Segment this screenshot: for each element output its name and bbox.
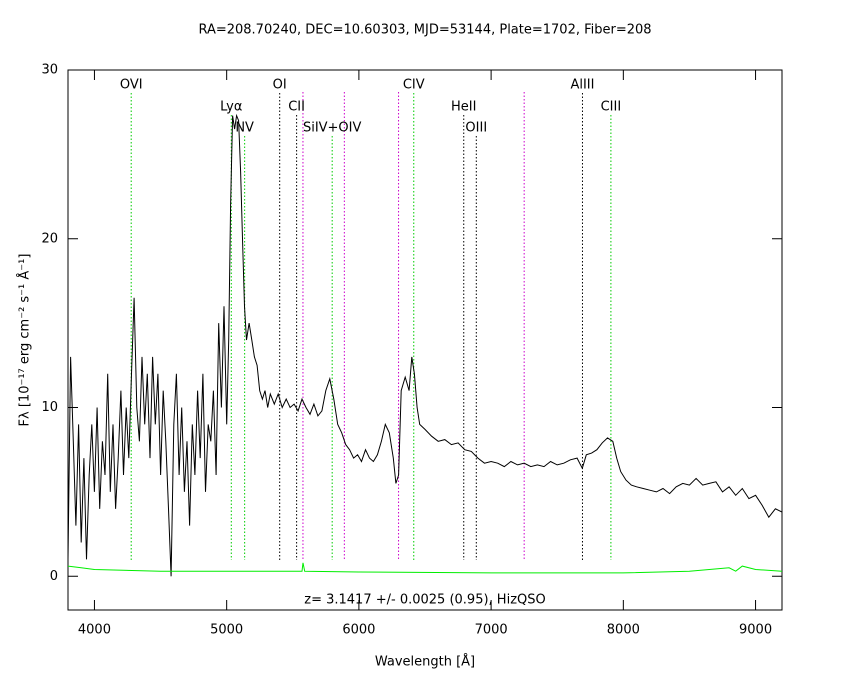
emission-line-label: CIII <box>601 100 622 115</box>
y-tick-label: 0 <box>50 569 58 584</box>
emission-line-label: Lyα <box>220 100 242 115</box>
annotation: z= 3.1417 +/- 0.0025 (0.95), HizQSO <box>304 593 545 608</box>
plot-frame <box>67 69 783 611</box>
x-tick-label: 9000 <box>739 623 772 638</box>
emission-line-label: SiIV+OIV <box>303 121 362 136</box>
emission-line-label: HeII <box>451 100 476 115</box>
emission-line-label: NV <box>235 121 254 136</box>
x-tick-label: 4000 <box>78 623 111 638</box>
emission-line-label: CIV <box>403 78 425 93</box>
y-tick-label: 30 <box>41 63 58 78</box>
emission-line-label: AlIII <box>570 78 594 93</box>
emission-line-label: OIII <box>465 121 487 136</box>
emission-line-label: OVI <box>120 78 143 93</box>
x-tick-label: 7000 <box>475 623 508 638</box>
emission-line-label: OI <box>273 78 287 93</box>
spectrum-line <box>68 113 782 577</box>
x-tick-label: 8000 <box>607 623 640 638</box>
x-axis-label: Wavelength [Å] <box>375 654 475 670</box>
spectrum-line <box>68 562 782 574</box>
y-axis-label: Fλ [10⁻¹⁷ erg cm⁻² s⁻¹ Å⁻¹] <box>17 254 33 427</box>
emission-line-label: CII <box>288 100 305 115</box>
y-tick-label: 10 <box>41 400 58 415</box>
y-tick-label: 20 <box>41 231 58 246</box>
x-tick-label: 6000 <box>342 623 375 638</box>
x-tick-label: 5000 <box>210 623 243 638</box>
chart-title: RA=208.70240, DEC=10.60303, MJD=53144, P… <box>198 23 651 38</box>
